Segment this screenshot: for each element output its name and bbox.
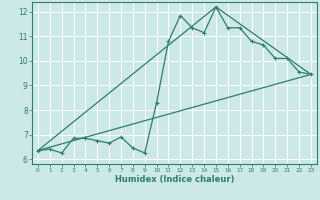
X-axis label: Humidex (Indice chaleur): Humidex (Indice chaleur)	[115, 175, 234, 184]
